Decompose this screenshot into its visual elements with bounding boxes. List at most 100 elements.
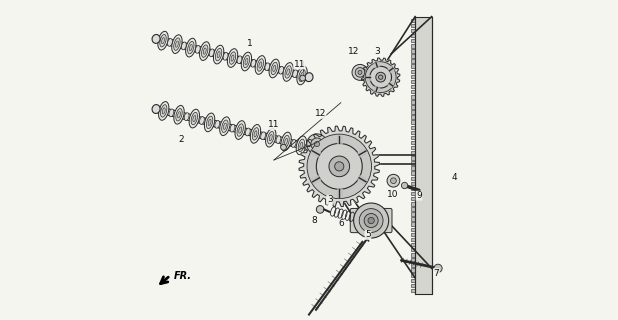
Ellipse shape <box>245 59 248 65</box>
Ellipse shape <box>285 66 291 78</box>
Circle shape <box>364 213 378 228</box>
Bar <box>410 24 415 27</box>
Ellipse shape <box>287 69 290 75</box>
Ellipse shape <box>235 121 245 140</box>
Ellipse shape <box>227 49 238 68</box>
Circle shape <box>387 174 400 187</box>
Circle shape <box>365 62 396 92</box>
Circle shape <box>281 144 286 150</box>
Bar <box>410 268 415 272</box>
Ellipse shape <box>220 117 230 136</box>
Ellipse shape <box>208 119 211 125</box>
Circle shape <box>358 70 362 74</box>
Bar <box>410 289 415 292</box>
Text: 4: 4 <box>451 173 457 182</box>
Bar <box>410 110 415 114</box>
Ellipse shape <box>300 72 303 78</box>
Bar <box>410 75 415 78</box>
Ellipse shape <box>296 136 307 155</box>
Ellipse shape <box>222 120 228 132</box>
Bar <box>410 248 415 252</box>
Ellipse shape <box>223 52 228 60</box>
Circle shape <box>402 182 408 189</box>
Ellipse shape <box>158 31 168 50</box>
Text: 10: 10 <box>387 189 399 199</box>
Ellipse shape <box>299 69 305 82</box>
Bar <box>410 44 415 48</box>
Bar <box>410 284 415 287</box>
Bar <box>410 187 415 190</box>
Ellipse shape <box>189 44 192 51</box>
Bar <box>410 64 415 68</box>
Ellipse shape <box>285 139 287 145</box>
Bar <box>410 59 415 63</box>
Text: 6: 6 <box>338 219 344 228</box>
Ellipse shape <box>193 116 196 122</box>
Text: 5: 5 <box>365 230 371 239</box>
Bar <box>410 273 415 277</box>
Ellipse shape <box>206 116 213 129</box>
Bar <box>410 29 415 32</box>
Circle shape <box>335 162 344 171</box>
Ellipse shape <box>250 124 261 143</box>
FancyBboxPatch shape <box>350 208 392 233</box>
Ellipse shape <box>245 128 250 136</box>
Bar <box>410 243 415 246</box>
Bar <box>410 278 415 282</box>
Bar <box>410 161 415 165</box>
Ellipse shape <box>283 135 289 148</box>
Ellipse shape <box>230 124 235 132</box>
Circle shape <box>307 134 371 199</box>
Ellipse shape <box>176 108 182 121</box>
Ellipse shape <box>283 63 294 81</box>
Ellipse shape <box>239 127 242 133</box>
Circle shape <box>359 209 383 232</box>
Bar <box>410 151 415 155</box>
Ellipse shape <box>251 59 256 67</box>
Ellipse shape <box>255 56 266 74</box>
Ellipse shape <box>215 120 219 128</box>
Bar <box>410 105 415 109</box>
Text: 9: 9 <box>416 191 422 200</box>
Circle shape <box>316 143 362 189</box>
Polygon shape <box>388 82 394 88</box>
Bar <box>410 85 415 88</box>
Bar <box>410 131 415 134</box>
Bar <box>410 39 415 43</box>
Ellipse shape <box>184 113 189 121</box>
Bar <box>410 146 415 149</box>
Ellipse shape <box>243 55 250 68</box>
Circle shape <box>376 72 386 82</box>
Bar <box>410 69 415 73</box>
Bar <box>410 207 415 211</box>
Ellipse shape <box>252 128 259 140</box>
Circle shape <box>316 205 324 213</box>
Polygon shape <box>337 189 342 197</box>
Bar <box>410 202 415 205</box>
Polygon shape <box>311 149 321 157</box>
Bar <box>410 182 415 185</box>
Ellipse shape <box>271 62 277 75</box>
Bar <box>410 54 415 58</box>
Ellipse shape <box>185 38 196 57</box>
Circle shape <box>370 66 392 88</box>
Ellipse shape <box>257 59 263 71</box>
Ellipse shape <box>174 105 184 124</box>
Ellipse shape <box>172 35 182 53</box>
Ellipse shape <box>281 132 291 151</box>
Bar <box>410 253 415 257</box>
Polygon shape <box>358 176 367 184</box>
Text: 7: 7 <box>434 268 439 278</box>
Ellipse shape <box>268 132 274 144</box>
Ellipse shape <box>269 135 272 141</box>
Text: 12: 12 <box>348 47 359 56</box>
Polygon shape <box>299 126 379 207</box>
Ellipse shape <box>229 52 235 64</box>
Ellipse shape <box>298 139 305 152</box>
Text: 12: 12 <box>315 109 326 118</box>
Ellipse shape <box>237 124 243 136</box>
Ellipse shape <box>189 109 200 128</box>
Polygon shape <box>388 67 394 73</box>
Ellipse shape <box>152 35 160 44</box>
Circle shape <box>391 178 396 184</box>
